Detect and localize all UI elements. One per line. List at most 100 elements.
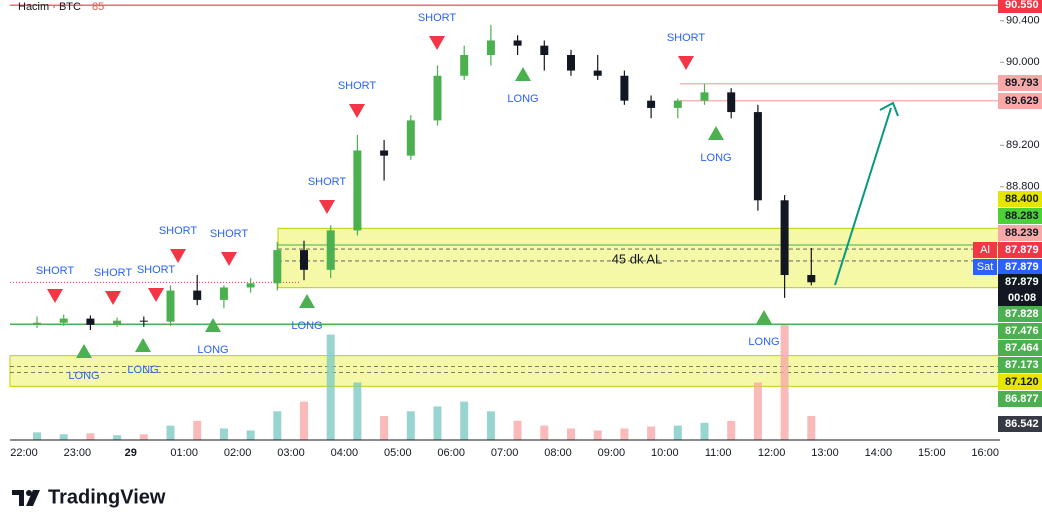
volume-bar: [540, 425, 549, 440]
price-label-bg: [998, 391, 1042, 407]
x-tick-label: 02:00: [224, 447, 252, 459]
candle-body: [780, 200, 789, 275]
candle-body: [673, 100, 682, 108]
price-label-bg: [998, 93, 1042, 109]
x-tick-label: 05:00: [384, 447, 412, 459]
signal-label: LONG: [68, 370, 99, 382]
candle-body: [380, 150, 389, 156]
x-tick-label: 13:00: [811, 447, 839, 459]
candle-body: [647, 100, 656, 108]
price-label: 89.793: [1005, 77, 1039, 89]
price-label-bg: [998, 191, 1042, 207]
x-tick-label: 03:00: [277, 447, 305, 459]
price-label: 86.877: [1005, 393, 1039, 405]
signal-triangle: [221, 252, 237, 266]
arrow: [834, 107, 892, 286]
price-label: 89.629: [1005, 95, 1039, 107]
y-tick-label: 88.800: [1006, 181, 1040, 193]
tag: Sat: [977, 261, 994, 273]
volume-bar: [139, 434, 148, 440]
signal-triangle: [515, 67, 531, 81]
candle-body: [433, 75, 442, 121]
signal-label: SHORT: [667, 32, 706, 44]
price-label: 88.283: [1005, 210, 1039, 222]
legend-name: Hacim · BTC: [18, 1, 81, 13]
x-tick-label: 08:00: [544, 447, 572, 459]
logo: [12, 490, 40, 506]
y-tick-label: 89.200: [1006, 139, 1040, 151]
price-label-bg: [998, 242, 1042, 258]
signal-triangle: [148, 288, 164, 302]
signal-triangle: [678, 56, 694, 70]
volume-bar: [700, 422, 709, 440]
volume-bar: [113, 435, 122, 440]
candle-body: [86, 318, 95, 325]
tag-bg: [973, 259, 997, 275]
price-label-bg: [998, 357, 1042, 373]
volume-bar: [780, 325, 789, 440]
signal-label: LONG: [197, 344, 228, 356]
candle-body: [513, 40, 522, 46]
volume-bar: [300, 401, 308, 440]
price-label: 87.120: [1005, 376, 1039, 388]
price-label: 87.828: [1005, 308, 1039, 320]
signal-triangle: [170, 249, 186, 263]
signal-label: SHORT: [137, 264, 176, 276]
signal-label: LONG: [700, 152, 731, 164]
arrow-head: [879, 101, 899, 117]
volume-bar: [727, 420, 736, 440]
price-label-bg: [998, 323, 1042, 339]
candle-body: [593, 70, 602, 76]
price-label: 87.879: [1005, 261, 1039, 273]
x-tick-label: 29: [125, 447, 137, 459]
signal-triangle: [708, 126, 724, 140]
lower-zone: [9, 355, 1001, 387]
legend-value: 85: [92, 1, 104, 13]
x-tick-label: 14:00: [865, 447, 893, 459]
candle-body: [166, 290, 175, 322]
price-label-bg: [998, 274, 1042, 290]
volume-bar: [513, 420, 522, 440]
candle-body: [753, 112, 762, 201]
candle-body: [33, 322, 41, 324]
candle-body: [326, 230, 335, 270]
tag: Al: [980, 244, 990, 256]
price-label: 88.400: [1005, 193, 1039, 205]
signal-triangle: [135, 338, 151, 352]
candle-body: [59, 318, 68, 323]
volume-bar: [593, 430, 602, 440]
tag-bg: [973, 242, 997, 258]
price-label: 88.239: [1005, 227, 1039, 239]
signal-label: LONG: [507, 93, 538, 105]
price-label: 87.879: [1005, 276, 1039, 288]
candle-body: [807, 275, 816, 283]
price-label: 87.173: [1005, 359, 1039, 371]
candle-body: [219, 287, 228, 300]
sub-label: 00:08: [1008, 292, 1036, 304]
signal-label: SHORT: [418, 12, 457, 24]
volume-bar: [166, 425, 175, 440]
price-label-bg: [998, 225, 1042, 241]
volume-bar: [567, 428, 575, 440]
x-tick-label: 10:00: [651, 447, 679, 459]
price-label-bg: [998, 259, 1042, 275]
candle-body: [700, 92, 709, 101]
candle-body: [113, 320, 122, 325]
signal-triangle: [205, 318, 221, 332]
signal-triangle: [299, 294, 315, 308]
y-tick-label: 90.000: [1006, 56, 1040, 68]
volume-bar: [59, 434, 68, 440]
volume-bar: [807, 416, 816, 440]
signal-label: SHORT: [36, 265, 75, 277]
candle-body: [246, 283, 255, 288]
candle-body: [620, 75, 629, 101]
volume-bar: [460, 401, 469, 440]
volume-bar: [86, 433, 95, 440]
volume-bar: [486, 411, 495, 440]
volume-bar: [406, 411, 415, 440]
candle-body: [300, 250, 308, 270]
candle-body: [406, 120, 415, 156]
plot: SHORT SHORT SHORT SHORT SHORT SHORT SHORT SHORT…: [9, 4, 1001, 440]
x-tick-label: 22:00: [10, 447, 38, 459]
